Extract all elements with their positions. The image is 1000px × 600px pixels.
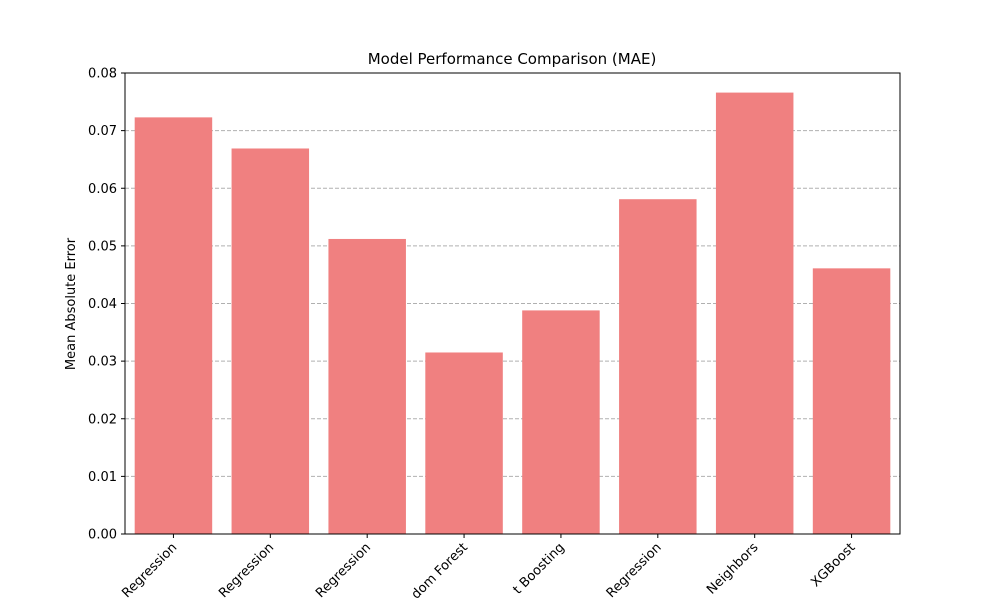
- x-tick-label: Regression: [119, 540, 180, 600]
- x-tick-label: XGBoost: [808, 540, 858, 590]
- y-tick-label: 0.04: [88, 297, 117, 312]
- bar: [812, 268, 891, 534]
- bars: [134, 92, 891, 535]
- y-tick-label: 0.06: [88, 182, 117, 197]
- x-tick-label: Regression: [604, 540, 665, 600]
- x-tick-label: Regression: [216, 540, 277, 600]
- y-tick-label: 0.03: [88, 355, 117, 370]
- chart-title: Model Performance Comparison (MAE): [368, 50, 657, 68]
- x-tick-label: dom Forest: [409, 540, 471, 600]
- y-axis-label: Mean Absolute Error: [64, 237, 79, 370]
- y-tick-label: 0.01: [88, 470, 117, 485]
- x-tick-label: Neighbors: [704, 540, 762, 598]
- bar: [522, 310, 600, 534]
- bar: [715, 92, 794, 534]
- x-axis-ticks: Regression Regression Regression dom Forest…: [119, 534, 858, 600]
- bar: [619, 199, 697, 535]
- bar: [425, 352, 503, 534]
- y-axis-ticks: 0.00 0.01 0.02 0.03 0.04 0.05 0.06 0.07 0.08: [88, 67, 125, 543]
- y-tick-label: 0.02: [88, 412, 117, 427]
- y-tick-label: 0.07: [88, 124, 117, 139]
- y-tick-label: 0.05: [88, 239, 117, 254]
- bar: [231, 148, 310, 534]
- x-tick-label: Regression: [313, 540, 374, 600]
- x-tick-label: t Boosting: [510, 540, 567, 597]
- plot-frame: [124, 72, 901, 535]
- bar: [328, 238, 406, 534]
- y-tick-label: 0.08: [88, 67, 117, 82]
- bar: [134, 117, 213, 534]
- y-tick-label: 0.00: [88, 528, 117, 543]
